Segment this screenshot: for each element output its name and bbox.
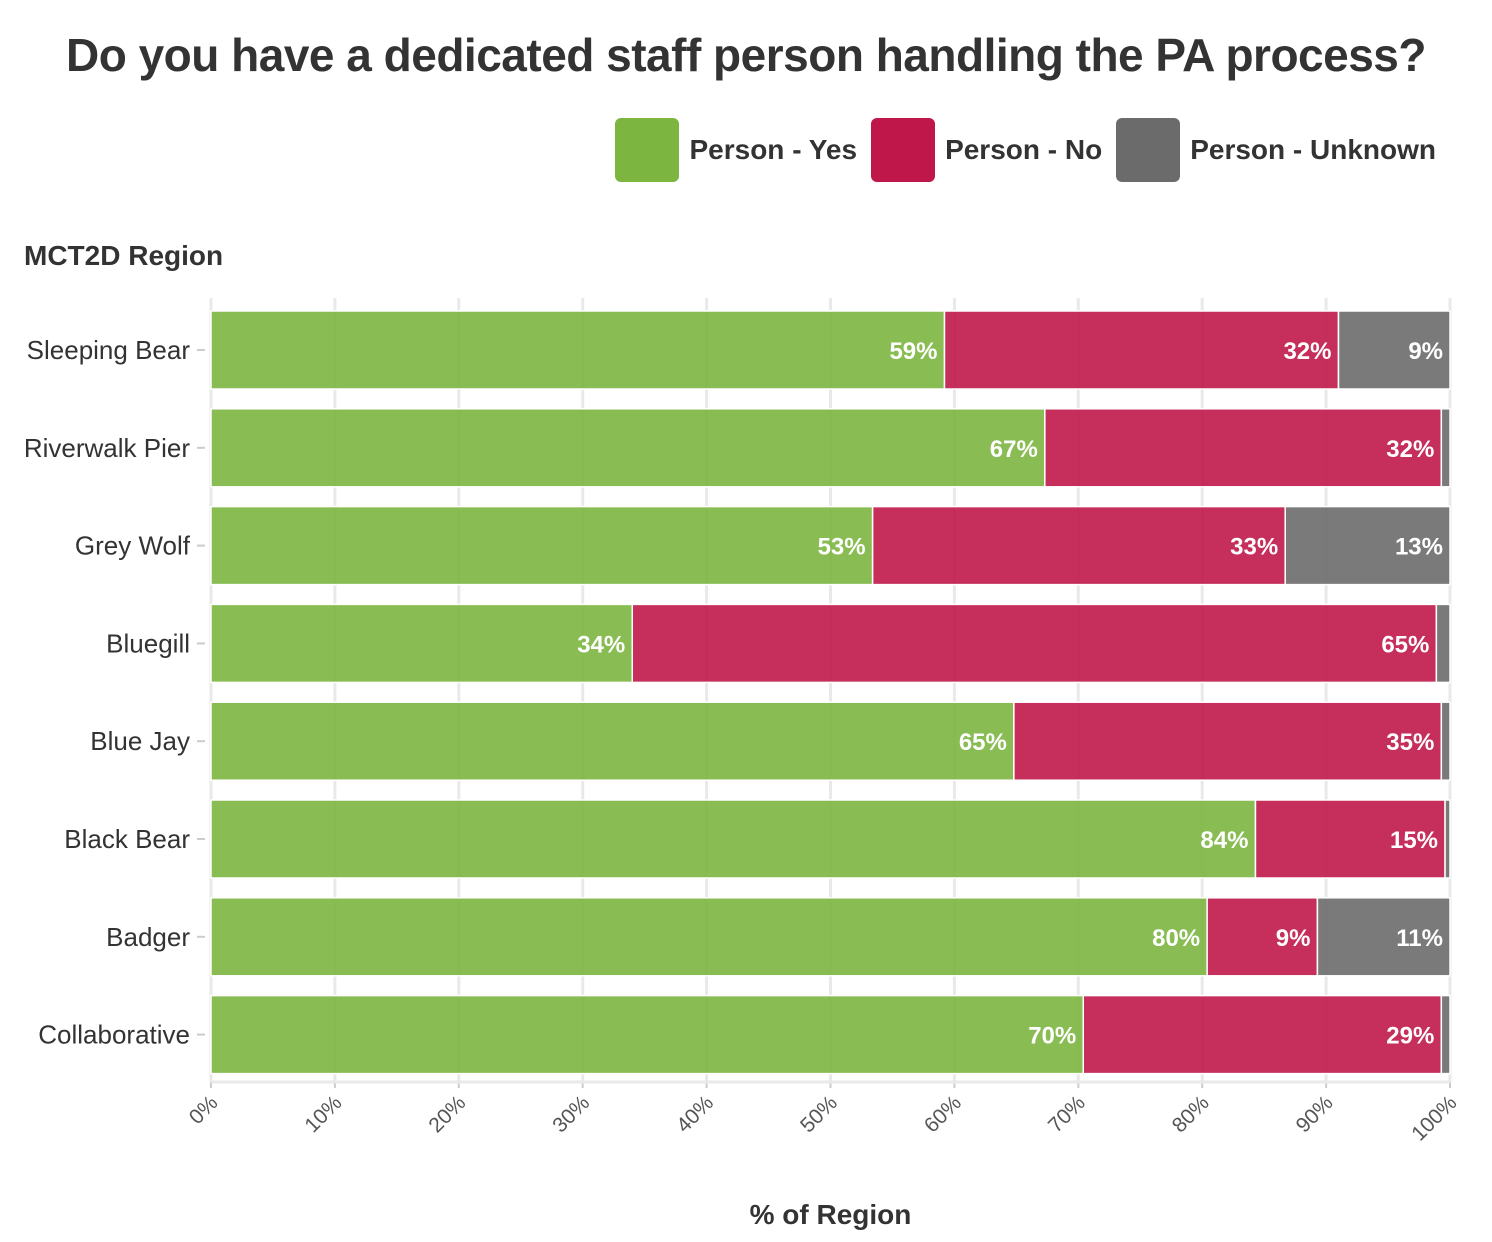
x-axis-title: % of Region [750, 1199, 912, 1230]
x-tick-label: 50% [796, 1091, 842, 1137]
data-label: 9% [1408, 338, 1443, 365]
bar-no[interactable] [1206, 897, 1319, 977]
bar-yes[interactable] [210, 799, 1257, 879]
x-tick-label: 70% [1044, 1091, 1090, 1137]
x-tick-label: 20% [424, 1091, 470, 1137]
bar-no[interactable] [631, 603, 1438, 684]
bar-no[interactable] [1044, 408, 1443, 488]
bar-no[interactable] [1082, 994, 1443, 1075]
x-tick-label: 60% [920, 1091, 966, 1137]
data-label: 13% [1395, 534, 1443, 561]
data-label: 9% [1276, 925, 1311, 952]
data-label: 65% [1381, 631, 1429, 658]
bar-yes[interactable] [210, 408, 1046, 488]
data-label: 35% [1386, 729, 1434, 756]
bar-unknown[interactable] [1284, 505, 1451, 586]
bar-yes[interactable] [210, 897, 1208, 977]
bar-unknown[interactable] [1316, 897, 1451, 977]
data-label: 70% [1028, 1023, 1076, 1050]
category-label: Grey Wolf [75, 531, 191, 561]
x-tick-label: 90% [1292, 1091, 1338, 1137]
legend-item-no[interactable]: Person - No [871, 118, 1102, 182]
legend-swatch-no [871, 118, 936, 182]
bar-yes[interactable] [210, 310, 946, 390]
bar-unknown[interactable] [1435, 603, 1451, 684]
category-label: Sleeping Bear [27, 335, 191, 365]
x-tick-label: 30% [548, 1091, 594, 1137]
category-label: Riverwalk Pier [24, 433, 190, 463]
category-label: Badger [106, 922, 190, 952]
data-label: 80% [1152, 925, 1200, 952]
legend-item-unknown[interactable]: Person - Unknown [1116, 118, 1436, 182]
legend-swatch-yes [615, 118, 680, 182]
bar-yes[interactable] [210, 505, 874, 586]
bar-unknown[interactable] [1440, 408, 1451, 488]
x-tick-label: 10% [300, 1091, 346, 1137]
data-label: 32% [1283, 338, 1331, 365]
data-label: 84% [1200, 827, 1248, 854]
bar-no[interactable] [943, 310, 1340, 390]
bar-no[interactable] [1013, 701, 1443, 781]
bar-yes[interactable] [210, 603, 634, 684]
legend-item-yes[interactable]: Person - Yes [615, 118, 857, 182]
bar-unknown[interactable] [1440, 994, 1451, 1075]
data-label: 32% [1386, 436, 1434, 463]
data-label: 34% [577, 631, 625, 658]
x-tick-label: 100% [1407, 1091, 1461, 1145]
legend-label-yes: Person - Yes [689, 134, 858, 165]
data-label: 11% [1396, 925, 1443, 952]
bar-unknown[interactable] [1337, 310, 1451, 390]
legend: Person - Yes Person - No Person - Unknow… [601, 118, 1436, 182]
bar-unknown[interactable] [1444, 799, 1451, 879]
legend-label-no: Person - No [945, 134, 1103, 165]
bar-yes[interactable] [210, 994, 1085, 1075]
bar-unknown[interactable] [1440, 701, 1451, 781]
x-tick-label: 40% [672, 1091, 718, 1137]
bar-yes[interactable] [210, 701, 1015, 781]
data-label: 59% [889, 338, 937, 365]
y-axis-title: MCT2D Region [24, 240, 224, 271]
legend-label-unknown: Person - Unknown [1190, 134, 1436, 165]
category-label: Black Bear [64, 824, 190, 854]
category-label: Blue Jay [90, 726, 190, 756]
data-label: 29% [1386, 1023, 1434, 1050]
category-label: Bluegill [106, 628, 190, 658]
data-label: 67% [990, 436, 1038, 463]
x-tick-label: 80% [1168, 1091, 1214, 1137]
category-label: Collaborative [38, 1020, 190, 1050]
data-label: 33% [1230, 534, 1278, 561]
bar-no[interactable] [1254, 799, 1446, 879]
data-label: 15% [1390, 827, 1438, 854]
data-label: 53% [818, 534, 866, 561]
chart-title: Do you have a dedicated staff person han… [66, 29, 1427, 81]
x-tick-label: 0% [185, 1091, 223, 1129]
legend-swatch-unknown [1116, 118, 1181, 182]
bar-no[interactable] [871, 505, 1286, 586]
data-label: 65% [959, 729, 1007, 756]
